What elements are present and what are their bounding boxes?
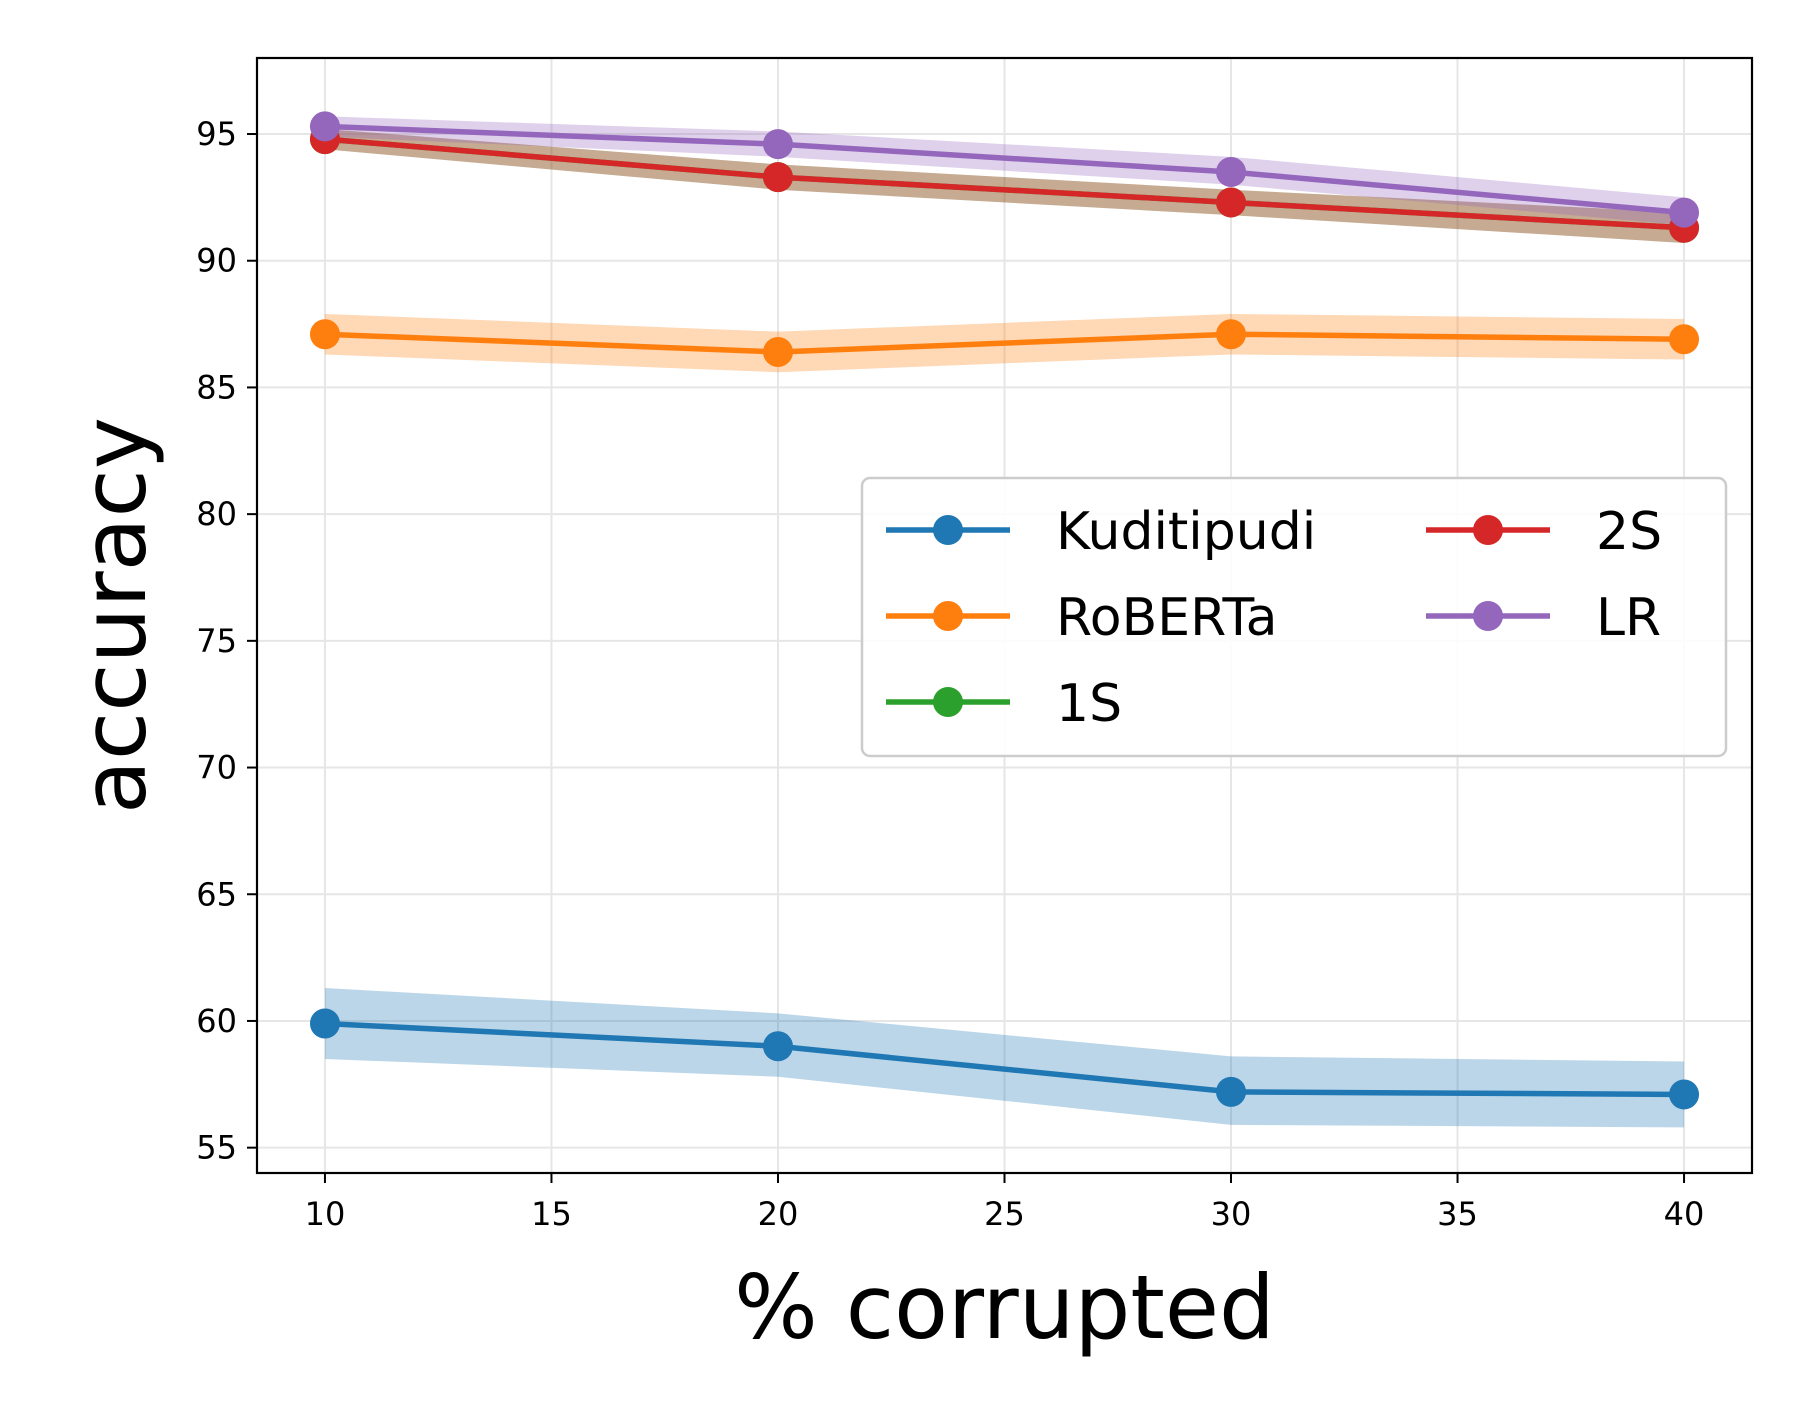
x-tick-label-10: 10 — [305, 1195, 346, 1233]
point-2s-30 — [1216, 187, 1247, 218]
point-kuditipudi-20 — [762, 1031, 793, 1062]
point-roberta-40 — [1669, 324, 1700, 355]
grid-lines — [257, 58, 1752, 1173]
series-lines — [324, 123, 1685, 1098]
y-tick-label-95: 95 — [196, 115, 237, 153]
y-axis-label: accuracy — [63, 417, 166, 814]
legend-marker-roberta — [933, 601, 963, 631]
point-kuditipudi-30 — [1216, 1076, 1247, 1107]
x-tick-label-15: 15 — [531, 1195, 572, 1233]
x-tick-label-30: 30 — [1211, 1195, 1252, 1233]
x-tick-label-40: 40 — [1664, 1195, 1705, 1233]
y-axis-ticks: 55 60 65 70 75 80 85 90 95 — [196, 115, 257, 1167]
legend-item-roberta: RoBERTa — [886, 588, 1278, 648]
series-markers — [309, 111, 1700, 1110]
legend-item-lr: LR — [1426, 588, 1661, 648]
line-lr — [324, 123, 1685, 216]
line-roberta — [324, 331, 1685, 355]
y-tick-label-65: 65 — [196, 875, 237, 913]
legend-marker-2s — [1473, 515, 1503, 545]
legend-item-1s: 1S — [886, 674, 1122, 734]
x-tick-label-20: 20 — [758, 1195, 799, 1233]
legend-item-2s: 2S — [1426, 502, 1662, 562]
legend-marker-lr — [1473, 601, 1503, 631]
legend-label-roberta: RoBERTa — [1056, 588, 1278, 648]
point-roberta-30 — [1216, 319, 1247, 350]
point-roberta-20 — [762, 336, 793, 367]
line-kuditipudi — [324, 1020, 1685, 1098]
legend: Kuditipudi RoBERTa 1S 2S LR — [860, 476, 1728, 758]
point-roberta-10 — [309, 319, 340, 350]
y-tick-label-85: 85 — [196, 368, 237, 406]
y-tick-label-75: 75 — [196, 622, 237, 660]
y-tick-label-70: 70 — [196, 749, 237, 787]
line-2s — [324, 136, 1685, 231]
x-axis-ticks: 10 15 20 25 30 35 40 — [305, 1173, 1705, 1233]
legend-marker-1s — [933, 687, 963, 717]
point-lr-10 — [309, 111, 340, 142]
y-tick-label-90: 90 — [196, 242, 237, 280]
point-lr-20 — [762, 129, 793, 160]
point-lr-30 — [1216, 157, 1247, 188]
band-1s — [324, 128, 1685, 243]
legend-label-1s: 1S — [1056, 674, 1122, 734]
point-2s-20 — [762, 162, 793, 193]
legend-label-2s: 2S — [1596, 502, 1662, 562]
x-tick-label-35: 35 — [1437, 1195, 1478, 1233]
point-kuditipudi-40 — [1669, 1079, 1700, 1110]
x-axis-label: % corrupted — [734, 1256, 1275, 1359]
band-lr — [324, 116, 1685, 226]
y-tick-label-60: 60 — [196, 1002, 237, 1040]
point-lr-40 — [1669, 197, 1700, 228]
legend-label-lr: LR — [1596, 588, 1661, 648]
legend-label-kuditipudi: Kuditipudi — [1056, 502, 1316, 562]
y-tick-label-80: 80 — [196, 495, 237, 533]
legend-box — [860, 476, 1728, 758]
legend-marker-kuditipudi — [933, 515, 963, 545]
legend-item-kuditipudi: Kuditipudi — [886, 502, 1316, 562]
y-tick-label-55: 55 — [196, 1129, 237, 1167]
point-kuditipudi-10 — [309, 1008, 340, 1039]
x-tick-label-25: 25 — [984, 1195, 1025, 1233]
band-2s — [324, 128, 1685, 243]
